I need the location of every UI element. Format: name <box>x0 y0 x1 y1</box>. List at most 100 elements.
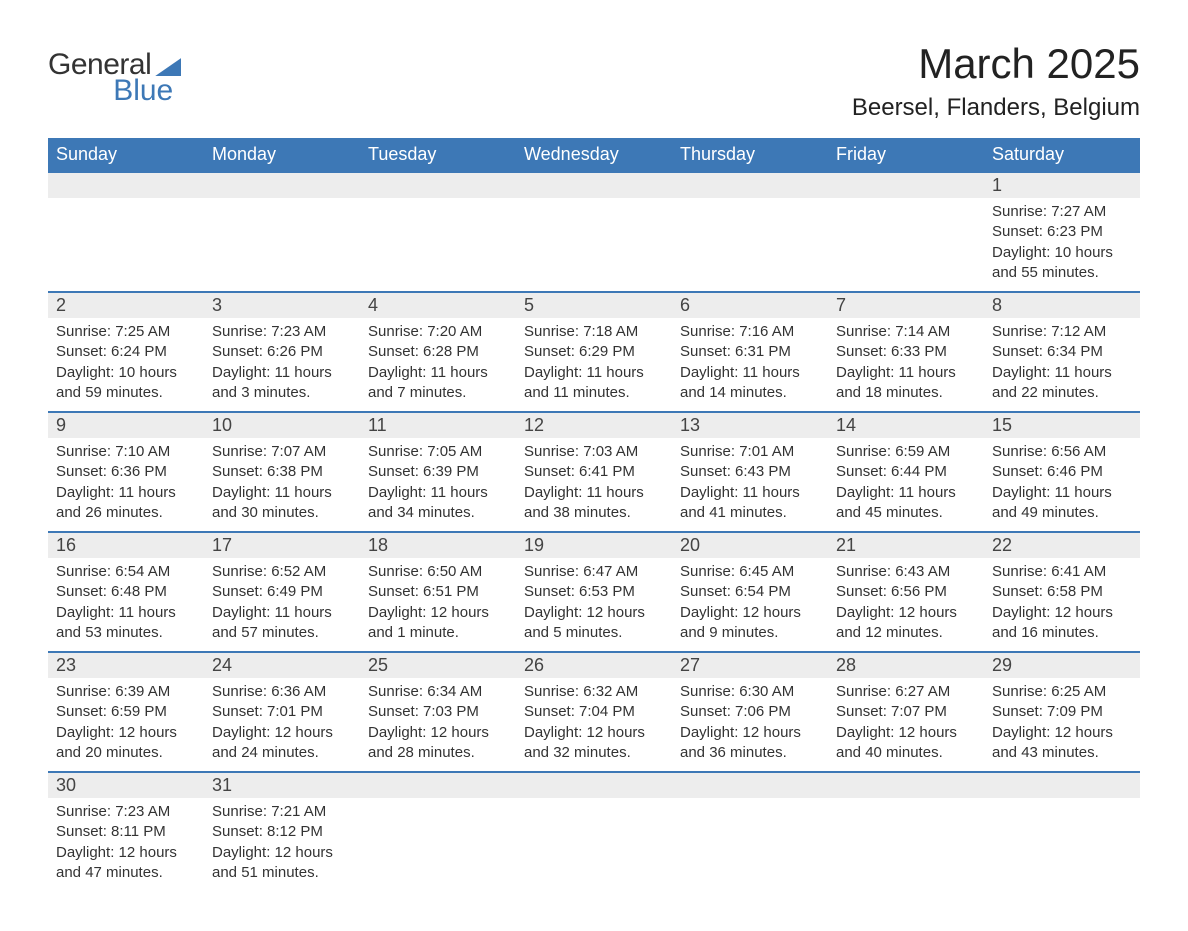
day-number-cell: 14 <box>828 412 984 438</box>
day-number-cell: 10 <box>204 412 360 438</box>
day-content-cell: Sunrise: 6:25 AMSunset: 7:09 PMDaylight:… <box>984 678 1140 772</box>
day-details: Sunrise: 6:30 AMSunset: 7:06 PMDaylight:… <box>672 678 828 771</box>
day-details: Sunrise: 7:27 AMSunset: 6:23 PMDaylight:… <box>984 198 1140 291</box>
day-number: 21 <box>828 533 984 558</box>
day-number-cell <box>360 772 516 798</box>
day-number: 10 <box>204 413 360 438</box>
day-number: 1 <box>984 173 1140 198</box>
day-content-cell: Sunrise: 7:10 AMSunset: 6:36 PMDaylight:… <box>48 438 204 532</box>
day-number: 16 <box>48 533 204 558</box>
day-number-cell: 18 <box>360 532 516 558</box>
day-content-cell <box>984 798 1140 891</box>
logo-text-blue: Blue <box>113 74 173 108</box>
day-number: 6 <box>672 293 828 318</box>
day-details: Sunrise: 6:36 AMSunset: 7:01 PMDaylight:… <box>204 678 360 771</box>
day-number-cell: 5 <box>516 292 672 318</box>
day-number-cell: 1 <box>984 172 1140 198</box>
day-number-cell: 8 <box>984 292 1140 318</box>
day-content-cell <box>828 198 984 292</box>
day-content-cell: Sunrise: 7:25 AMSunset: 6:24 PMDaylight:… <box>48 318 204 412</box>
day-content-cell: Sunrise: 6:30 AMSunset: 7:06 PMDaylight:… <box>672 678 828 772</box>
day-content-row: Sunrise: 7:23 AMSunset: 8:11 PMDaylight:… <box>48 798 1140 891</box>
day-number: 30 <box>48 773 204 798</box>
weekday-header: Tuesday <box>360 138 516 172</box>
day-number: 2 <box>48 293 204 318</box>
day-number: 23 <box>48 653 204 678</box>
day-number: 28 <box>828 653 984 678</box>
day-number-cell: 11 <box>360 412 516 438</box>
day-number-cell: 3 <box>204 292 360 318</box>
day-content-cell: Sunrise: 7:18 AMSunset: 6:29 PMDaylight:… <box>516 318 672 412</box>
day-content-cell: Sunrise: 7:07 AMSunset: 6:38 PMDaylight:… <box>204 438 360 532</box>
day-number-cell: 7 <box>828 292 984 318</box>
day-number: 18 <box>360 533 516 558</box>
day-number-cell: 24 <box>204 652 360 678</box>
location: Beersel, Flanders, Belgium <box>852 94 1140 122</box>
calendar-table: SundayMondayTuesdayWednesdayThursdayFrid… <box>48 138 1140 891</box>
day-details: Sunrise: 7:05 AMSunset: 6:39 PMDaylight:… <box>360 438 516 531</box>
day-details: Sunrise: 7:16 AMSunset: 6:31 PMDaylight:… <box>672 318 828 411</box>
day-content-cell: Sunrise: 7:23 AMSunset: 8:11 PMDaylight:… <box>48 798 204 891</box>
logo: General Blue <box>48 48 181 108</box>
day-content-cell: Sunrise: 7:20 AMSunset: 6:28 PMDaylight:… <box>360 318 516 412</box>
day-number: 26 <box>516 653 672 678</box>
day-number: 13 <box>672 413 828 438</box>
day-content-cell: Sunrise: 7:12 AMSunset: 6:34 PMDaylight:… <box>984 318 1140 412</box>
day-content-cell: Sunrise: 6:47 AMSunset: 6:53 PMDaylight:… <box>516 558 672 652</box>
weekday-header-row: SundayMondayTuesdayWednesdayThursdayFrid… <box>48 138 1140 172</box>
day-number-cell <box>516 172 672 198</box>
day-details: Sunrise: 6:34 AMSunset: 7:03 PMDaylight:… <box>360 678 516 771</box>
day-number-cell: 23 <box>48 652 204 678</box>
weekday-header: Sunday <box>48 138 204 172</box>
day-number-cell: 15 <box>984 412 1140 438</box>
day-number-row: 3031 <box>48 772 1140 798</box>
day-content-cell <box>672 798 828 891</box>
day-content-cell: Sunrise: 6:39 AMSunset: 6:59 PMDaylight:… <box>48 678 204 772</box>
day-number-row: 2345678 <box>48 292 1140 318</box>
day-content-row: Sunrise: 6:39 AMSunset: 6:59 PMDaylight:… <box>48 678 1140 772</box>
day-number-cell: 2 <box>48 292 204 318</box>
weekday-header: Friday <box>828 138 984 172</box>
day-content-cell <box>204 198 360 292</box>
day-number-cell: 26 <box>516 652 672 678</box>
day-content-cell: Sunrise: 7:03 AMSunset: 6:41 PMDaylight:… <box>516 438 672 532</box>
day-details: Sunrise: 7:10 AMSunset: 6:36 PMDaylight:… <box>48 438 204 531</box>
day-details: Sunrise: 6:50 AMSunset: 6:51 PMDaylight:… <box>360 558 516 651</box>
day-number-row: 23242526272829 <box>48 652 1140 678</box>
day-number-cell: 30 <box>48 772 204 798</box>
day-details: Sunrise: 6:25 AMSunset: 7:09 PMDaylight:… <box>984 678 1140 771</box>
day-number-cell <box>360 172 516 198</box>
header: General Blue March 2025 Beersel, Flander… <box>48 40 1140 122</box>
day-details: Sunrise: 7:03 AMSunset: 6:41 PMDaylight:… <box>516 438 672 531</box>
day-number-cell <box>828 772 984 798</box>
day-number-cell: 21 <box>828 532 984 558</box>
day-number: 25 <box>360 653 516 678</box>
day-number-row: 1 <box>48 172 1140 198</box>
day-number: 7 <box>828 293 984 318</box>
title-block: March 2025 Beersel, Flanders, Belgium <box>852 40 1140 122</box>
day-number: 9 <box>48 413 204 438</box>
day-number: 19 <box>516 533 672 558</box>
day-number: 11 <box>360 413 516 438</box>
day-content-row: Sunrise: 7:27 AMSunset: 6:23 PMDaylight:… <box>48 198 1140 292</box>
day-details: Sunrise: 7:07 AMSunset: 6:38 PMDaylight:… <box>204 438 360 531</box>
day-number-cell: 12 <box>516 412 672 438</box>
day-content-cell <box>48 198 204 292</box>
day-details: Sunrise: 6:41 AMSunset: 6:58 PMDaylight:… <box>984 558 1140 651</box>
day-details: Sunrise: 6:32 AMSunset: 7:04 PMDaylight:… <box>516 678 672 771</box>
day-number-cell: 22 <box>984 532 1140 558</box>
day-content-cell: Sunrise: 6:36 AMSunset: 7:01 PMDaylight:… <box>204 678 360 772</box>
day-details: Sunrise: 6:47 AMSunset: 6:53 PMDaylight:… <box>516 558 672 651</box>
day-number-cell <box>672 172 828 198</box>
day-details: Sunrise: 6:59 AMSunset: 6:44 PMDaylight:… <box>828 438 984 531</box>
day-number: 22 <box>984 533 1140 558</box>
day-details: Sunrise: 7:23 AMSunset: 8:11 PMDaylight:… <box>48 798 204 891</box>
day-content-cell <box>360 798 516 891</box>
day-number-cell: 4 <box>360 292 516 318</box>
day-number: 14 <box>828 413 984 438</box>
day-number: 3 <box>204 293 360 318</box>
day-content-cell: Sunrise: 7:14 AMSunset: 6:33 PMDaylight:… <box>828 318 984 412</box>
day-content-cell <box>828 798 984 891</box>
day-content-cell: Sunrise: 6:43 AMSunset: 6:56 PMDaylight:… <box>828 558 984 652</box>
day-content-cell: Sunrise: 6:34 AMSunset: 7:03 PMDaylight:… <box>360 678 516 772</box>
